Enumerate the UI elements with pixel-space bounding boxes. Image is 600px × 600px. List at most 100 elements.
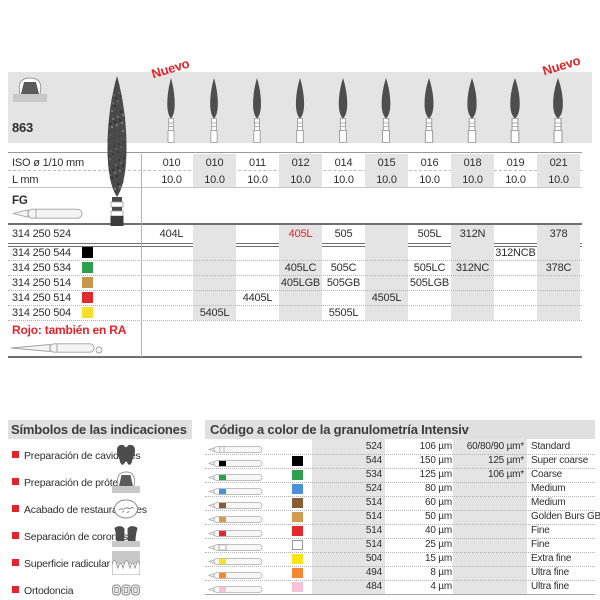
iso-value-cell: 019 xyxy=(506,157,525,169)
indications-title: Símbolos de las indicaciones xyxy=(11,422,187,437)
product-code-cell: 505LC xyxy=(413,262,446,274)
grit-name-cell: Standard xyxy=(531,441,570,452)
grit-color-square xyxy=(292,539,303,550)
indication-label: Ortodoncia xyxy=(24,585,74,597)
grit-bur-icon xyxy=(207,498,265,516)
grit-color-square xyxy=(292,497,303,508)
grit-table-title: Código a color de la granulometría Inten… xyxy=(210,422,469,437)
grit-size-cell: 15 µm xyxy=(425,553,452,564)
column-shading xyxy=(537,225,580,320)
grit-size-cell: 80 µm xyxy=(425,483,452,494)
grit-bur-icon xyxy=(207,540,265,558)
grit-size-cell: 25 µm xyxy=(425,539,452,550)
prosthesis-prep-icon xyxy=(112,470,140,499)
length-value-cell: 10.0 xyxy=(548,174,569,186)
length-row-label: L mm xyxy=(12,174,39,186)
crown-separation-icon xyxy=(112,524,140,553)
figure-number: 863 xyxy=(12,120,34,135)
product-row-divider xyxy=(8,260,582,261)
indication-bullet xyxy=(12,451,19,458)
iso-value-cell: 015 xyxy=(377,157,396,169)
color-square xyxy=(82,307,93,318)
product-code-cell: 5505L xyxy=(328,307,359,319)
length-value-cell: 10.0 xyxy=(419,174,440,186)
product-row-divider xyxy=(8,320,582,321)
rule-top xyxy=(8,152,582,153)
indications-title-band xyxy=(8,420,192,439)
red-note: Rojo: también en RA xyxy=(12,323,127,337)
grit-bur-icon xyxy=(207,512,265,530)
length-value-cell: 10.0 xyxy=(290,174,311,186)
product-code-cell: 505GB xyxy=(326,277,361,289)
length-value-cell: 10.0 xyxy=(376,174,397,186)
grit-bur-icon xyxy=(207,582,265,600)
column-bur-icon xyxy=(164,77,178,148)
restoration-finishing-icon xyxy=(112,497,140,526)
column-bur-icon xyxy=(422,77,436,148)
orthodontics-icon xyxy=(112,578,140,600)
product-code-cell: 405LGB xyxy=(280,277,321,289)
color-square xyxy=(82,277,93,288)
grit-color-square xyxy=(292,553,303,564)
grit-name-cell: Golden Burs GB xyxy=(531,511,600,522)
product-row-label: 314 250 514 xyxy=(12,277,71,289)
grit-code-cell: 494 xyxy=(365,567,382,578)
grit-size-cell: 106 µm xyxy=(419,441,453,452)
fg-shank-icon xyxy=(12,205,86,227)
grit-size-cell: 150 µm xyxy=(419,455,453,466)
column-bur-icon xyxy=(207,77,221,148)
column-bur-icon xyxy=(336,77,350,148)
grit-color-square xyxy=(292,511,303,522)
tooth-prep-icon xyxy=(13,75,47,108)
grit-row-divider xyxy=(205,524,595,525)
cavity-prep-icon xyxy=(112,443,140,472)
indication-bullet xyxy=(12,586,19,593)
length-value-cell: 10.0 xyxy=(333,174,354,186)
grit-name-cell: Ultra fine xyxy=(531,581,570,592)
product-row-divider xyxy=(8,290,582,291)
column-bur-icon xyxy=(250,77,264,148)
indication-bullet xyxy=(12,478,19,485)
product-code-cell: 505 xyxy=(334,228,353,240)
grit-color-square xyxy=(292,483,303,494)
product-code-cell: 312N xyxy=(459,228,486,240)
column-shading xyxy=(537,154,580,187)
rule-above-codes xyxy=(8,223,582,225)
product-code-cell: 4505L xyxy=(371,292,402,304)
grit-code-cell: 544 xyxy=(365,455,382,466)
column-shading xyxy=(193,154,236,187)
iso-value-cell: 021 xyxy=(549,157,568,169)
indication-label: Preparación de prótesis xyxy=(24,477,131,489)
grit-name-cell: Super coarse xyxy=(531,455,589,466)
iso-row-label: ISO ø 1/10 mm xyxy=(12,157,84,169)
column-bur-icon xyxy=(379,77,393,148)
grit-name-cell: Fine xyxy=(531,525,550,536)
rule-bottom xyxy=(8,356,582,358)
indication-label: Preparación de cavidades xyxy=(24,450,141,462)
rule-under-l xyxy=(8,187,582,188)
grit-bur-icon xyxy=(207,456,265,474)
grit-row-divider xyxy=(205,538,595,539)
grit-size-cell: 125 µm xyxy=(419,469,453,480)
product-code-cell: 5405L xyxy=(199,307,230,319)
indication-bullet xyxy=(12,505,19,512)
large-bur-image xyxy=(100,76,134,231)
grit-code-cell: 524 xyxy=(365,441,382,452)
grit-row-divider xyxy=(205,510,595,511)
grit-color-square xyxy=(292,455,303,466)
column-bur-icon xyxy=(551,77,565,148)
shank-type-label: FG xyxy=(12,195,28,207)
grit-code-cell: 534 xyxy=(365,469,382,480)
grit-code-column-band xyxy=(312,439,385,594)
grit-name-cell: Ultra fine xyxy=(531,567,570,578)
column-shading xyxy=(365,154,408,187)
product-code-cell: 405L xyxy=(288,228,313,240)
grit-name-cell: Fine xyxy=(531,539,550,550)
grit-name-cell: Medium xyxy=(531,483,566,494)
product-code-cell: 505L xyxy=(417,228,442,240)
grit-size-cell: 8 µm xyxy=(430,567,452,578)
grit-name-cell: Extra fine xyxy=(531,553,572,564)
grit-row-divider xyxy=(205,496,595,497)
grit-alt-size-cell: 60/80/90 µm* xyxy=(466,441,524,452)
